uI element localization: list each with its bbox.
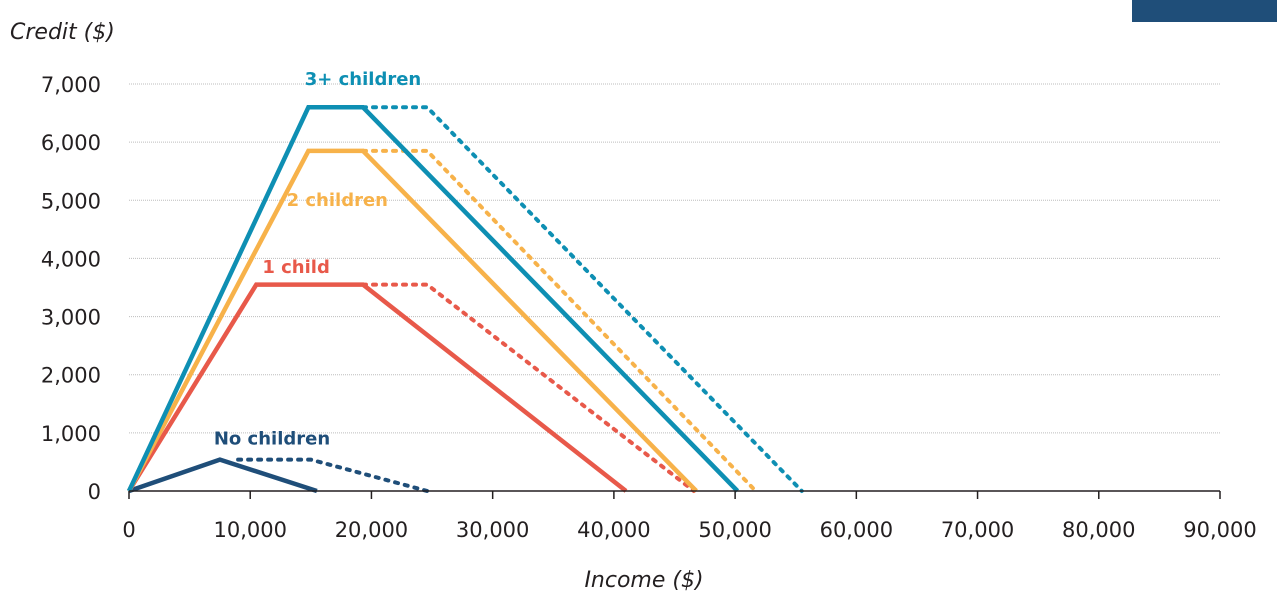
x-tick-label: 70,000 [941, 518, 1014, 542]
x-tick-label: 30,000 [456, 518, 529, 542]
dotted-series-group [236, 105, 804, 493]
series-label-no-children: No children [214, 428, 330, 449]
series-label-1-child: 1 child [262, 257, 330, 278]
y-tick-label: 4,000 [41, 247, 101, 271]
x-tick-label: 10,000 [213, 518, 286, 542]
y-tick-label: 5,000 [41, 189, 101, 213]
logo-badge [1132, 0, 1277, 22]
y-tick-label: 0 [88, 480, 101, 504]
y-tick-label: 6,000 [41, 131, 101, 155]
x-axis-title: Income ($) [584, 568, 703, 593]
x-tick-label: 0 [122, 518, 135, 542]
x-tick-label: 60,000 [820, 518, 893, 542]
x-axis: 0 10,000 20,000 30,000 40,000 50,000 60,000 70,… [122, 490, 1257, 542]
x-tick-label: 80,000 [1062, 518, 1135, 542]
y-tick-label: 1,000 [41, 422, 101, 446]
y-tick-label: 7,000 [41, 73, 101, 97]
x-tick-label: 90,000 [1183, 518, 1256, 542]
y-axis: 0 1,000 2,000 3,000 4,000 5,000 6,000 7,000 [41, 73, 101, 504]
series-line-3-children [126, 105, 740, 493]
x-tick-label: 20,000 [335, 518, 408, 542]
series-line-no-children [128, 457, 318, 494]
y-tick-label: 2,000 [41, 364, 101, 388]
series-dotted-3-children [361, 105, 804, 493]
solid-series-group [126, 105, 740, 494]
x-tick-label: 50,000 [698, 518, 771, 542]
series-line-2-children [127, 148, 698, 493]
y-axis-title: Credit ($) [10, 20, 115, 45]
series-dotted-2-children [361, 148, 758, 493]
series-label-3-children: 3+ children [305, 69, 421, 90]
series-label-2-children: 2 children [287, 190, 388, 211]
series-dotted-no-children [236, 457, 430, 493]
series-dotted-1-child [361, 282, 696, 493]
series-labels: No children 1 child 2 children 3+ children [214, 69, 421, 449]
x-tick-label: 40,000 [577, 518, 650, 542]
series-line-1-child [127, 282, 628, 493]
y-tick-label: 3,000 [41, 306, 101, 330]
